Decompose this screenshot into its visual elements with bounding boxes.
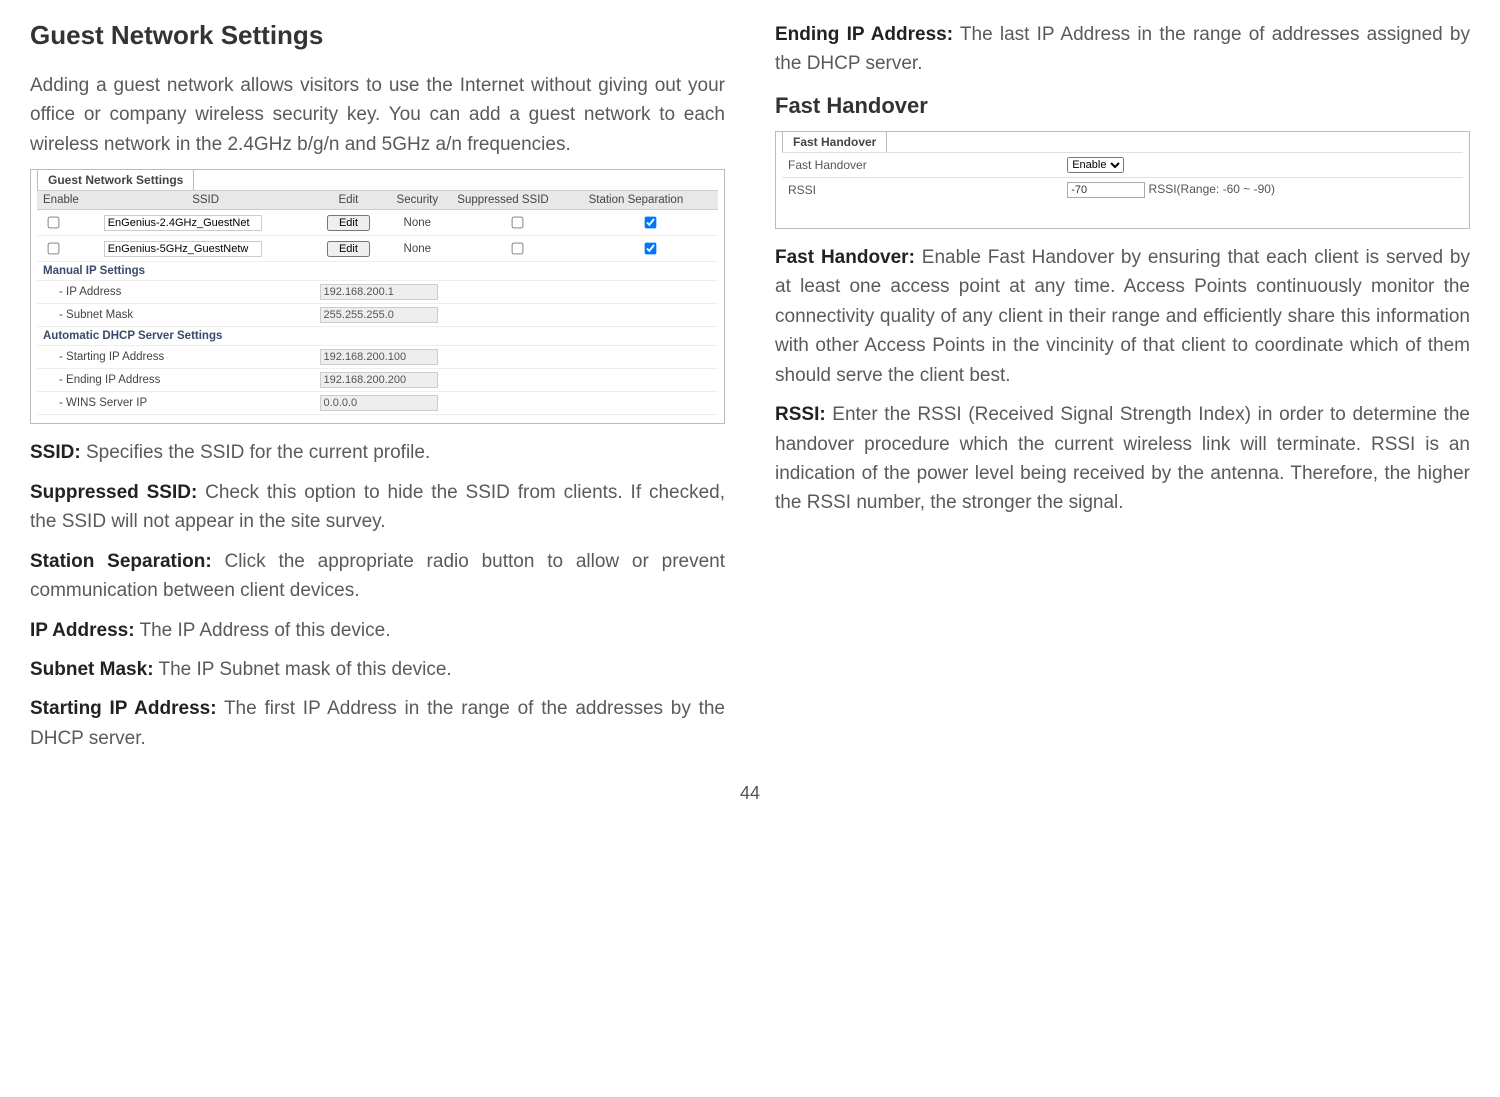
guest-network-panel: Guest Network Settings Enable SSID Edit … <box>30 169 725 424</box>
term: Subnet Mask: <box>30 659 154 680</box>
manual-ip-header: Manual IP Settings <box>37 262 718 281</box>
separation-def: Station Separation: Click the appropriat… <box>30 547 725 606</box>
start-ip-label: - Starting IP Address <box>37 346 314 369</box>
end-ip-label: - Ending IP Address <box>37 369 314 392</box>
fh-label: Fast Handover <box>782 152 1061 177</box>
mask-label: - Subnet Mask <box>37 304 314 327</box>
rssi-def: RSSI: Enter the RSSI (Received Signal St… <box>775 400 1470 518</box>
term: Ending IP Address: <box>775 24 953 45</box>
mask-row: - Subnet Mask <box>37 304 718 327</box>
suppressed-def: Suppressed SSID: Check this option to hi… <box>30 478 725 537</box>
ssid-input[interactable] <box>104 241 262 257</box>
term: SSID: <box>30 442 81 463</box>
ip-input[interactable] <box>320 284 438 300</box>
ip-row: - IP Address <box>37 281 718 304</box>
panel-title: Guest Network Settings <box>37 169 194 190</box>
security-cell: None <box>383 210 451 236</box>
guest-network-heading: Guest Network Settings <box>30 20 725 51</box>
starting-ip-def: Starting IP Address: The first IP Addres… <box>30 694 725 753</box>
dhcp-header: Automatic DHCP Server Settings <box>37 327 718 346</box>
fast-handover-def: Fast Handover: Enable Fast Handover by e… <box>775 243 1470 390</box>
col-separation: Station Separation <box>583 191 718 210</box>
rssi-input[interactable] <box>1067 182 1145 198</box>
term: Fast Handover: <box>775 247 915 268</box>
def-text: Enter the RSSI (Received Signal Strength… <box>775 404 1470 513</box>
def-text: The IP Address of this device. <box>135 620 391 641</box>
table-row: Edit None <box>37 236 718 262</box>
separation-checkbox[interactable] <box>645 217 657 229</box>
wins-row: - WINS Server IP <box>37 392 718 415</box>
col-suppressed: Suppressed SSID <box>451 191 582 210</box>
separation-checkbox[interactable] <box>645 243 657 255</box>
edit-button[interactable]: Edit <box>327 215 370 231</box>
def-text: The IP Subnet mask of this device. <box>154 659 452 680</box>
fast-handover-panel: Fast Handover Fast Handover Enable RSSI <box>775 131 1470 229</box>
end-ip-input[interactable] <box>320 372 438 388</box>
mask-def: Subnet Mask: The IP Subnet mask of this … <box>30 655 725 684</box>
rssi-row: RSSI RSSI(Range: -60 ~ -90) <box>782 177 1463 202</box>
ending-ip-def: Ending IP Address: The last IP Address i… <box>775 20 1470 79</box>
fh-row: Fast Handover Enable <box>782 152 1463 177</box>
end-ip-row: - Ending IP Address <box>37 369 718 392</box>
fast-handover-heading: Fast Handover <box>775 93 1470 119</box>
ip-def: IP Address: The IP Address of this devic… <box>30 616 725 645</box>
wins-label: - WINS Server IP <box>37 392 314 415</box>
ssid-input[interactable] <box>104 215 262 231</box>
rssi-hint: RSSI(Range: -60 ~ -90) <box>1149 182 1275 196</box>
enable-checkbox[interactable] <box>48 243 60 255</box>
fast-handover-select[interactable]: Enable <box>1067 157 1124 173</box>
start-ip-input[interactable] <box>320 349 438 365</box>
edit-button[interactable]: Edit <box>327 241 370 257</box>
ssid-def: SSID: Specifies the SSID for the current… <box>30 438 725 467</box>
security-cell: None <box>383 236 451 262</box>
page-number: 44 <box>30 783 1470 804</box>
term: Suppressed SSID: <box>30 482 197 503</box>
wins-input[interactable] <box>320 395 438 411</box>
mask-input[interactable] <box>320 307 438 323</box>
enable-checkbox[interactable] <box>48 217 60 229</box>
term: IP Address: <box>30 620 135 641</box>
term: RSSI: <box>775 404 826 425</box>
guest-network-intro: Adding a guest network allows visitors t… <box>30 71 725 159</box>
suppressed-checkbox[interactable] <box>512 217 524 229</box>
fast-handover-table: Fast Handover Enable RSSI RSSI(Range: -6… <box>782 152 1463 202</box>
col-ssid: SSID <box>98 191 314 210</box>
term: Starting IP Address: <box>30 698 217 719</box>
right-column: Ending IP Address: The last IP Address i… <box>775 20 1470 763</box>
two-column-layout: Guest Network Settings Adding a guest ne… <box>30 20 1470 763</box>
col-edit: Edit <box>314 191 384 210</box>
left-column: Guest Network Settings Adding a guest ne… <box>30 20 725 763</box>
def-text: Specifies the SSID for the current profi… <box>81 442 431 463</box>
term: Station Separation: <box>30 551 212 572</box>
table-row: Edit None <box>37 210 718 236</box>
col-enable: Enable <box>37 191 98 210</box>
start-ip-row: - Starting IP Address <box>37 346 718 369</box>
panel-title: Fast Handover <box>782 131 887 152</box>
col-security: Security <box>383 191 451 210</box>
rssi-label: RSSI <box>782 177 1061 202</box>
table-header-row: Enable SSID Edit Security Suppressed SSI… <box>37 191 718 210</box>
guest-ssid-table: Enable SSID Edit Security Suppressed SSI… <box>37 190 718 415</box>
ip-label: - IP Address <box>37 281 314 304</box>
suppressed-checkbox[interactable] <box>512 243 524 255</box>
